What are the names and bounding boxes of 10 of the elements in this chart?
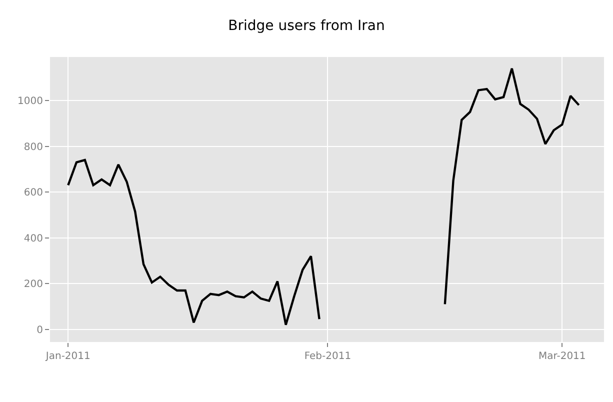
x-tick-label: Feb-2011 xyxy=(304,351,352,362)
chart-title: Bridge users from Iran xyxy=(228,18,385,34)
y-tick-label: 0 xyxy=(36,324,43,336)
x-tick-label: Mar-2011 xyxy=(538,351,586,362)
y-tick-label: 400 xyxy=(24,233,43,244)
y-tick-label: 200 xyxy=(24,279,43,290)
y-tick-label: 800 xyxy=(24,142,43,153)
x-tick-label: Jan-2011 xyxy=(44,351,90,362)
y-tick-label: 600 xyxy=(24,188,43,199)
y-tick-label: 1000 xyxy=(18,96,43,107)
